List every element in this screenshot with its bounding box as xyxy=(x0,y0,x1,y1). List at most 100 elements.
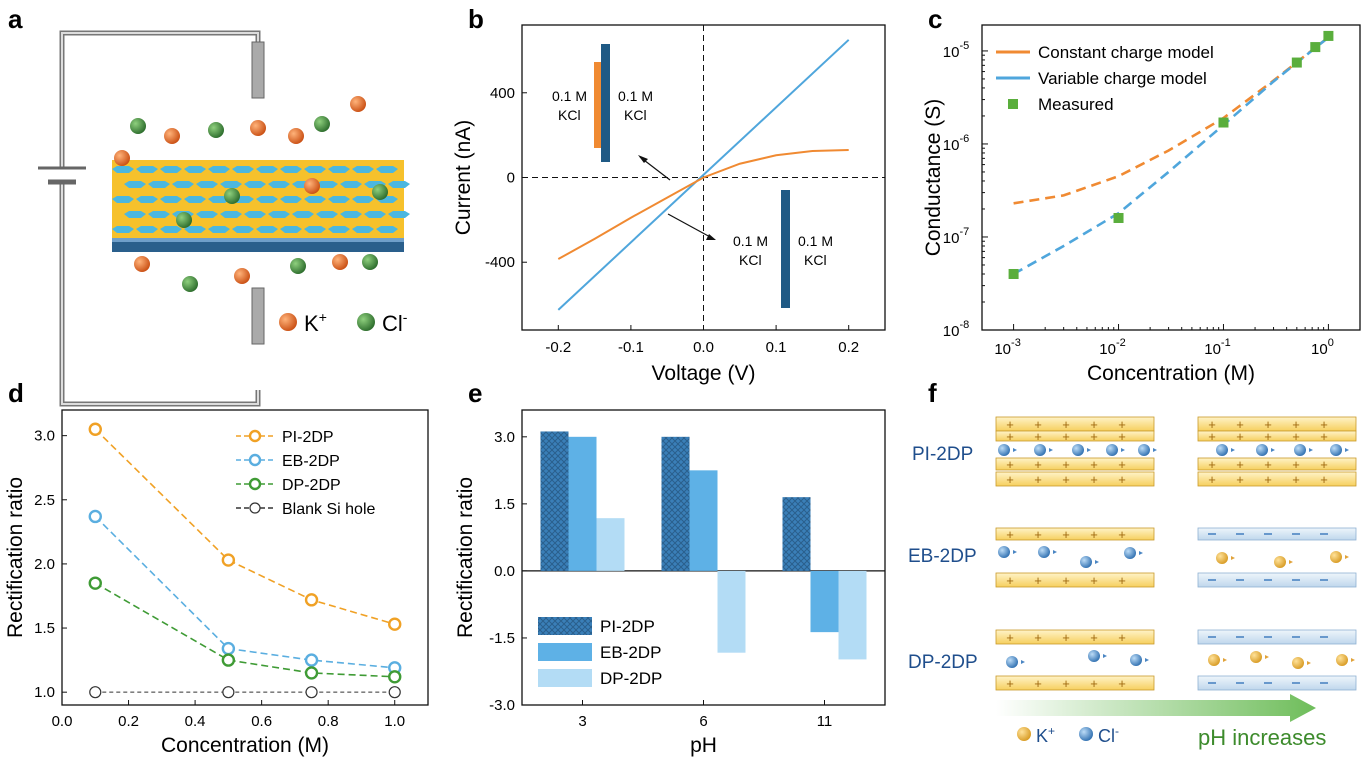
svg-text:+: + xyxy=(1034,676,1042,691)
svg-text:+: + xyxy=(1208,472,1216,487)
svg-text:+: + xyxy=(1034,472,1042,487)
svg-text:+: + xyxy=(1090,573,1098,588)
pore-cell xyxy=(328,196,350,203)
legend-marker xyxy=(248,429,262,443)
svg-text:+: + xyxy=(1034,457,1042,472)
svg-text:+: + xyxy=(1006,429,1014,444)
k-ion xyxy=(332,254,348,270)
data-point xyxy=(88,509,102,524)
measured-point xyxy=(1323,30,1334,41)
svg-text:+: + xyxy=(1320,472,1328,487)
y-tick-label: 3.0 xyxy=(34,428,55,445)
legend-f-k: K+ xyxy=(1036,724,1055,746)
svg-text:+: + xyxy=(1034,417,1042,432)
positive-wall: + + + + + xyxy=(995,572,1155,588)
y-tick-label: 1.5 xyxy=(494,496,515,513)
cl-ion xyxy=(998,444,1010,456)
data-point xyxy=(88,422,102,436)
cl-ion xyxy=(1106,444,1118,456)
cl-ion xyxy=(182,276,198,292)
rectification-curve xyxy=(94,515,395,669)
bar xyxy=(838,570,867,660)
panel-a: a K+ Cl- xyxy=(8,4,410,407)
pore-cell xyxy=(376,166,398,173)
pore-cell xyxy=(220,181,242,188)
ion-arrow xyxy=(1345,448,1349,452)
legend-marker xyxy=(248,477,262,491)
pore-cell xyxy=(268,181,290,188)
panel-d-letter: d xyxy=(8,378,24,408)
pore-cell xyxy=(172,181,194,188)
electrode-top xyxy=(251,41,265,99)
x-tick-label: 6 xyxy=(699,713,707,730)
svg-text:+: + xyxy=(1118,527,1126,542)
bar xyxy=(782,497,811,571)
pore-cell xyxy=(316,211,338,218)
ion-arrow xyxy=(1049,448,1053,452)
legend-swatch xyxy=(538,669,592,687)
cl-ion xyxy=(290,258,306,274)
y-tick-label: 0.0 xyxy=(494,563,515,580)
inset-symmetric-blue: 0.1 M KCl 0.1 M KCl xyxy=(667,190,833,308)
k-ion-icon xyxy=(279,313,297,331)
positive-wall: + + + + + xyxy=(1197,457,1357,472)
k-ion xyxy=(1336,654,1348,666)
pore-cell xyxy=(304,226,326,233)
svg-text:+: + xyxy=(1062,457,1070,472)
inset-symmetric-orange: 0.1 M KCl 0.1 M KCl xyxy=(552,44,671,181)
svg-text:+: + xyxy=(1118,457,1126,472)
y-tick-label: 400 xyxy=(490,85,515,102)
row-label-dp: DP-2DP xyxy=(908,652,978,673)
svg-text:+: + xyxy=(1090,457,1098,472)
legend-swatch xyxy=(538,643,592,661)
pore-cell xyxy=(304,166,326,173)
pore-cell xyxy=(124,211,146,218)
svg-text:+: + xyxy=(1208,457,1216,472)
svg-text:+: + xyxy=(1062,630,1070,645)
x-tick-label: 0.8 xyxy=(318,713,339,730)
cl-ion xyxy=(1256,444,1268,456)
legend-label: DP-2DP xyxy=(600,669,662,688)
pore-cell xyxy=(184,196,206,203)
svg-text:+: + xyxy=(1292,457,1300,472)
legend-label: Blank Si hole xyxy=(282,501,375,518)
data-point xyxy=(89,686,102,699)
pore-cell xyxy=(256,226,278,233)
positive-wall: + + + + + xyxy=(995,416,1155,432)
positive-wall: + + + + + xyxy=(995,471,1155,487)
y-axis-label: Conductance (S) xyxy=(922,99,945,257)
pore-cell xyxy=(244,211,266,218)
k-ion xyxy=(1274,556,1286,568)
k-ion xyxy=(288,128,304,144)
pore-cell xyxy=(184,166,206,173)
svg-text:+: + xyxy=(1062,527,1070,542)
legend-marker xyxy=(249,502,261,514)
ion-arrow xyxy=(1021,660,1025,664)
ion-arrow xyxy=(1145,658,1149,662)
legend-label: PI-2DP xyxy=(600,617,655,636)
ion-arrow xyxy=(1231,556,1235,560)
cl-ion xyxy=(208,122,224,138)
svg-text:+: + xyxy=(1090,472,1098,487)
cl-ion xyxy=(1216,444,1228,456)
legend-label: Constant charge model xyxy=(1038,43,1214,62)
ion-arrow xyxy=(1103,654,1107,658)
rectification-curve xyxy=(94,582,395,678)
legend-label: Measured xyxy=(1038,95,1114,114)
cl-ion xyxy=(998,546,1010,558)
x-tick-label: 0.2 xyxy=(838,339,859,356)
pore-cell xyxy=(340,181,362,188)
svg-text:+: + xyxy=(1090,630,1098,645)
pore-cell xyxy=(352,196,374,203)
svg-text:+: + xyxy=(1090,527,1098,542)
panel-e: e -3.0 -1.5 0.0 1.5 3.0 3 6 11 pH Rectification r… xyxy=(454,378,886,757)
ion-arrow xyxy=(1307,661,1311,665)
svg-text:+: + xyxy=(1264,457,1272,472)
bar xyxy=(661,436,690,571)
x-tick-label: 0.1 xyxy=(766,339,787,356)
pore-cell xyxy=(112,166,134,173)
k-ion xyxy=(164,128,180,144)
pore-cell xyxy=(160,166,182,173)
x-axis-label: Concentration (M) xyxy=(1087,362,1255,385)
